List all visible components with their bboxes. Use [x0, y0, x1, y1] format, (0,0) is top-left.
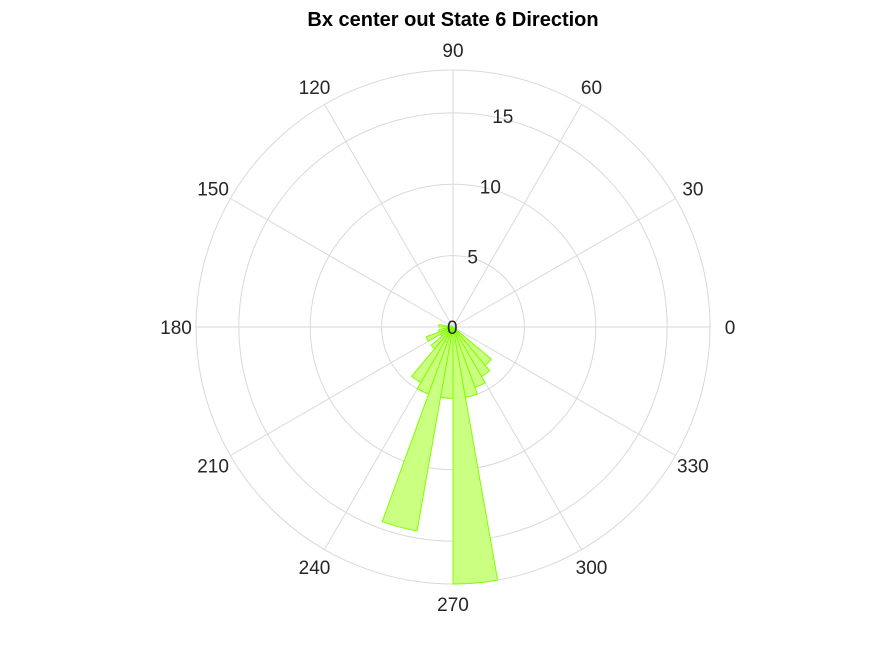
chart-title: Bx center out State 6 Direction — [307, 9, 598, 31]
angle-tick-label: 0 — [725, 318, 736, 339]
angle-tick-label: 240 — [299, 558, 331, 579]
histogram-wedge — [438, 323, 454, 328]
angle-tick-label: 300 — [576, 558, 608, 579]
angle-tick-label: 180 — [160, 318, 192, 339]
grid-spoke — [230, 326, 454, 456]
angle-tick-label: 330 — [677, 457, 709, 478]
histogram-wedge — [452, 326, 492, 366]
angle-tick-label: 30 — [682, 180, 703, 201]
histogram-wedge — [452, 326, 491, 378]
angle-tick-label: 210 — [197, 457, 229, 478]
angle-tick-label: 120 — [299, 78, 331, 99]
histogram-wedge — [381, 326, 454, 532]
radial-tick-label: 0 — [447, 318, 458, 339]
radial-tick-labels: 0 5 10 15 — [447, 107, 513, 339]
radial-tick-label: 5 — [467, 248, 478, 269]
grid-spoke — [452, 198, 676, 328]
grid-spoke — [324, 104, 454, 328]
radial-tick-label: 15 — [492, 107, 513, 128]
grid-spoke — [452, 104, 582, 328]
radial-tick-label: 10 — [480, 177, 501, 198]
histogram-bars — [381, 323, 499, 585]
angle-tick-label: 150 — [197, 180, 229, 201]
grid-spoke — [230, 198, 454, 328]
histogram-wedge — [452, 326, 486, 389]
angle-tick-label: 270 — [437, 595, 469, 616]
angle-tick-label: 90 — [442, 41, 463, 62]
angle-tick-label: 60 — [581, 78, 602, 99]
grid-spoke — [452, 326, 676, 456]
